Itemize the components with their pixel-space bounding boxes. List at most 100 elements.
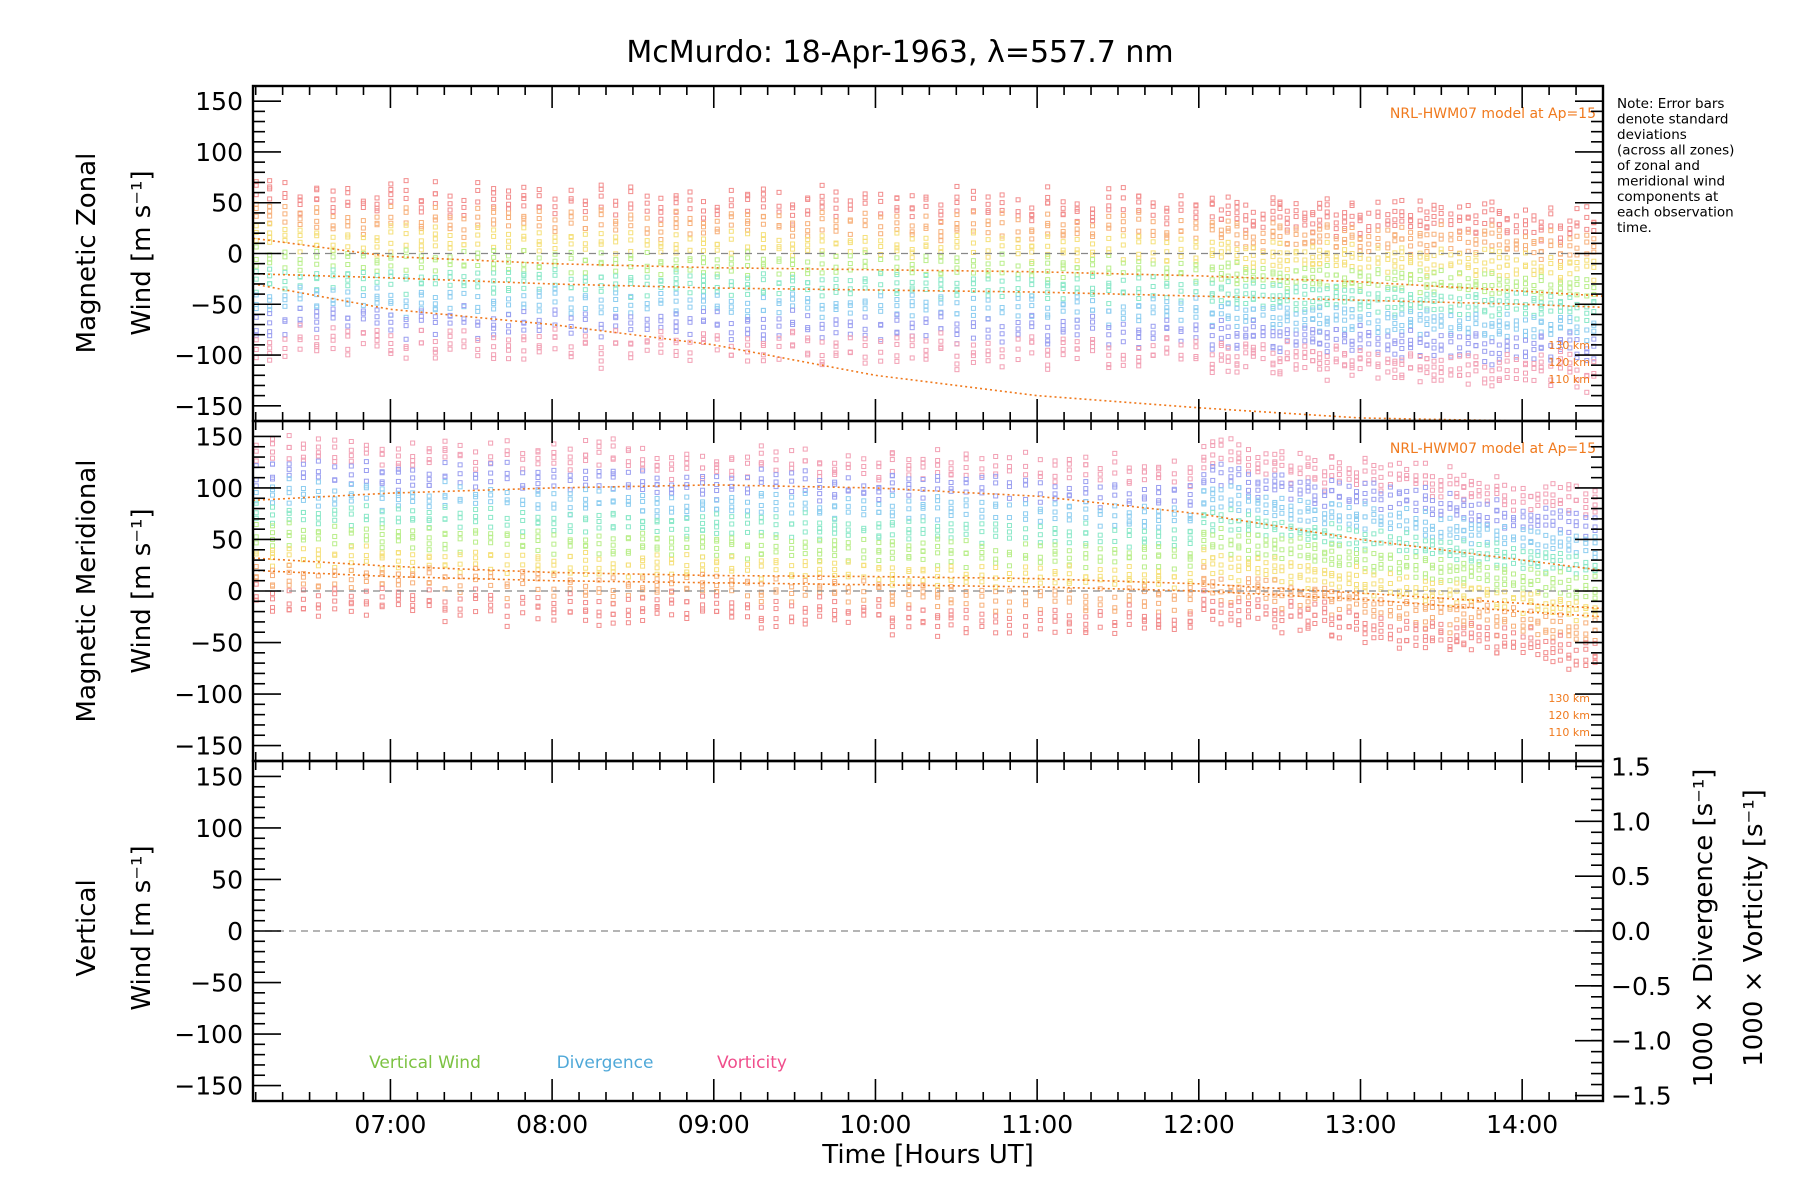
- scatter-marker: [1052, 491, 1058, 497]
- scatter-marker: [1310, 307, 1316, 313]
- scatter-marker: [714, 274, 720, 280]
- scatter-marker: [345, 253, 351, 259]
- scatter-marker: [714, 218, 720, 224]
- scatter-marker: [1150, 343, 1156, 349]
- scatter-marker: [1548, 327, 1554, 333]
- scatter-marker: [1074, 258, 1080, 264]
- scatter-marker: [1310, 287, 1316, 293]
- scatter-marker: [1473, 315, 1479, 321]
- scatter-marker: [876, 497, 882, 503]
- scatter-marker: [728, 261, 734, 267]
- scatter-marker: [640, 461, 646, 467]
- scatter-marker: [1357, 265, 1363, 271]
- scatter-marker: [447, 201, 453, 207]
- scatter-marker: [1496, 221, 1502, 227]
- scatter-marker: [395, 460, 401, 466]
- scatter-marker: [979, 485, 985, 491]
- scatter-marker: [1293, 250, 1299, 256]
- scatter-marker: [583, 600, 589, 606]
- scatter-marker: [935, 447, 941, 453]
- scatter-marker: [1090, 339, 1096, 345]
- scatter-marker: [819, 204, 825, 210]
- scatter-marker: [1424, 370, 1430, 376]
- scatter-marker: [1209, 239, 1215, 245]
- scatter-marker: [832, 581, 838, 587]
- scatter-marker: [819, 362, 825, 368]
- scatter-marker: [1156, 569, 1162, 575]
- scatter-marker: [985, 237, 991, 243]
- scatter-marker: [1431, 220, 1437, 226]
- scatter-marker: [552, 217, 558, 223]
- scatter-marker: [1584, 232, 1590, 238]
- scatter-marker: [729, 554, 735, 560]
- scatter-marker: [1106, 203, 1112, 209]
- scatter-marker: [1457, 296, 1463, 302]
- scatter-marker: [1074, 299, 1080, 305]
- scatter-marker: [935, 574, 941, 580]
- scatter-marker: [745, 454, 751, 460]
- scatter-marker: [520, 456, 526, 462]
- scatter-marker: [1015, 197, 1021, 203]
- scatter-marker: [426, 471, 432, 477]
- scatter-marker: [360, 204, 366, 210]
- note-line: Note: Error bars: [1617, 96, 1724, 112]
- scatter-marker: [644, 293, 650, 299]
- scatter-marker: [1538, 227, 1544, 233]
- scatter-marker: [315, 605, 321, 611]
- scatter-marker: [1408, 309, 1414, 315]
- scatter-marker: [1218, 326, 1224, 332]
- scatter-marker: [790, 220, 796, 226]
- scatter-marker: [1187, 469, 1193, 475]
- scatter-marker: [270, 573, 276, 579]
- scatter-marker: [861, 589, 867, 595]
- scatter-marker: [461, 227, 467, 233]
- scatter-marker: [1513, 318, 1519, 324]
- scatter-marker: [330, 337, 336, 343]
- scatter-marker: [1417, 198, 1423, 204]
- scatter-marker: [348, 481, 354, 487]
- scatter-marker: [1431, 253, 1437, 259]
- scatter-marker: [1234, 333, 1240, 339]
- scatter-marker: [315, 453, 321, 459]
- scatter-marker: [1245, 462, 1251, 468]
- scatter-marker: [658, 329, 664, 335]
- scatter-marker: [610, 620, 616, 626]
- scatter-marker: [418, 313, 424, 319]
- scatter-marker: [1126, 498, 1132, 504]
- scatter-marker: [1324, 359, 1330, 365]
- scatter-marker: [985, 305, 991, 311]
- scatter-marker: [669, 597, 675, 603]
- scatter-marker: [1052, 607, 1058, 613]
- scatter-marker: [1473, 283, 1479, 289]
- scatter-marker: [644, 226, 650, 232]
- scatter-marker: [1187, 563, 1193, 569]
- scatter-marker: [348, 527, 354, 533]
- scatter-marker: [1006, 502, 1012, 508]
- scatter-marker: [920, 594, 926, 600]
- scatter-marker: [1218, 286, 1224, 292]
- scatter-marker: [610, 468, 616, 474]
- scatter-marker: [954, 353, 960, 359]
- scatter-marker: [1045, 324, 1051, 330]
- scatter-marker: [457, 561, 463, 567]
- scatter-marker: [1066, 587, 1072, 593]
- scatter-marker: [270, 550, 276, 556]
- scatter-marker: [447, 207, 453, 213]
- scatter-marker: [999, 364, 1005, 370]
- scatter-marker: [1522, 311, 1528, 317]
- scatter-marker: [1538, 318, 1544, 324]
- scatter-marker: [714, 333, 720, 339]
- scatter-marker: [1385, 304, 1391, 310]
- scatter-marker: [447, 240, 453, 246]
- scatter-marker: [1225, 264, 1231, 270]
- scatter-marker: [1097, 477, 1103, 483]
- scatter-marker: [1324, 286, 1330, 292]
- scatter-marker: [461, 248, 467, 254]
- scatter-marker: [536, 241, 542, 247]
- scatter-marker: [1112, 559, 1118, 565]
- scatter-marker: [745, 529, 751, 535]
- scatter-marker: [1513, 271, 1519, 277]
- scatter-marker: [551, 617, 557, 623]
- scatter-marker: [847, 323, 853, 329]
- scatter-marker: [1333, 336, 1339, 342]
